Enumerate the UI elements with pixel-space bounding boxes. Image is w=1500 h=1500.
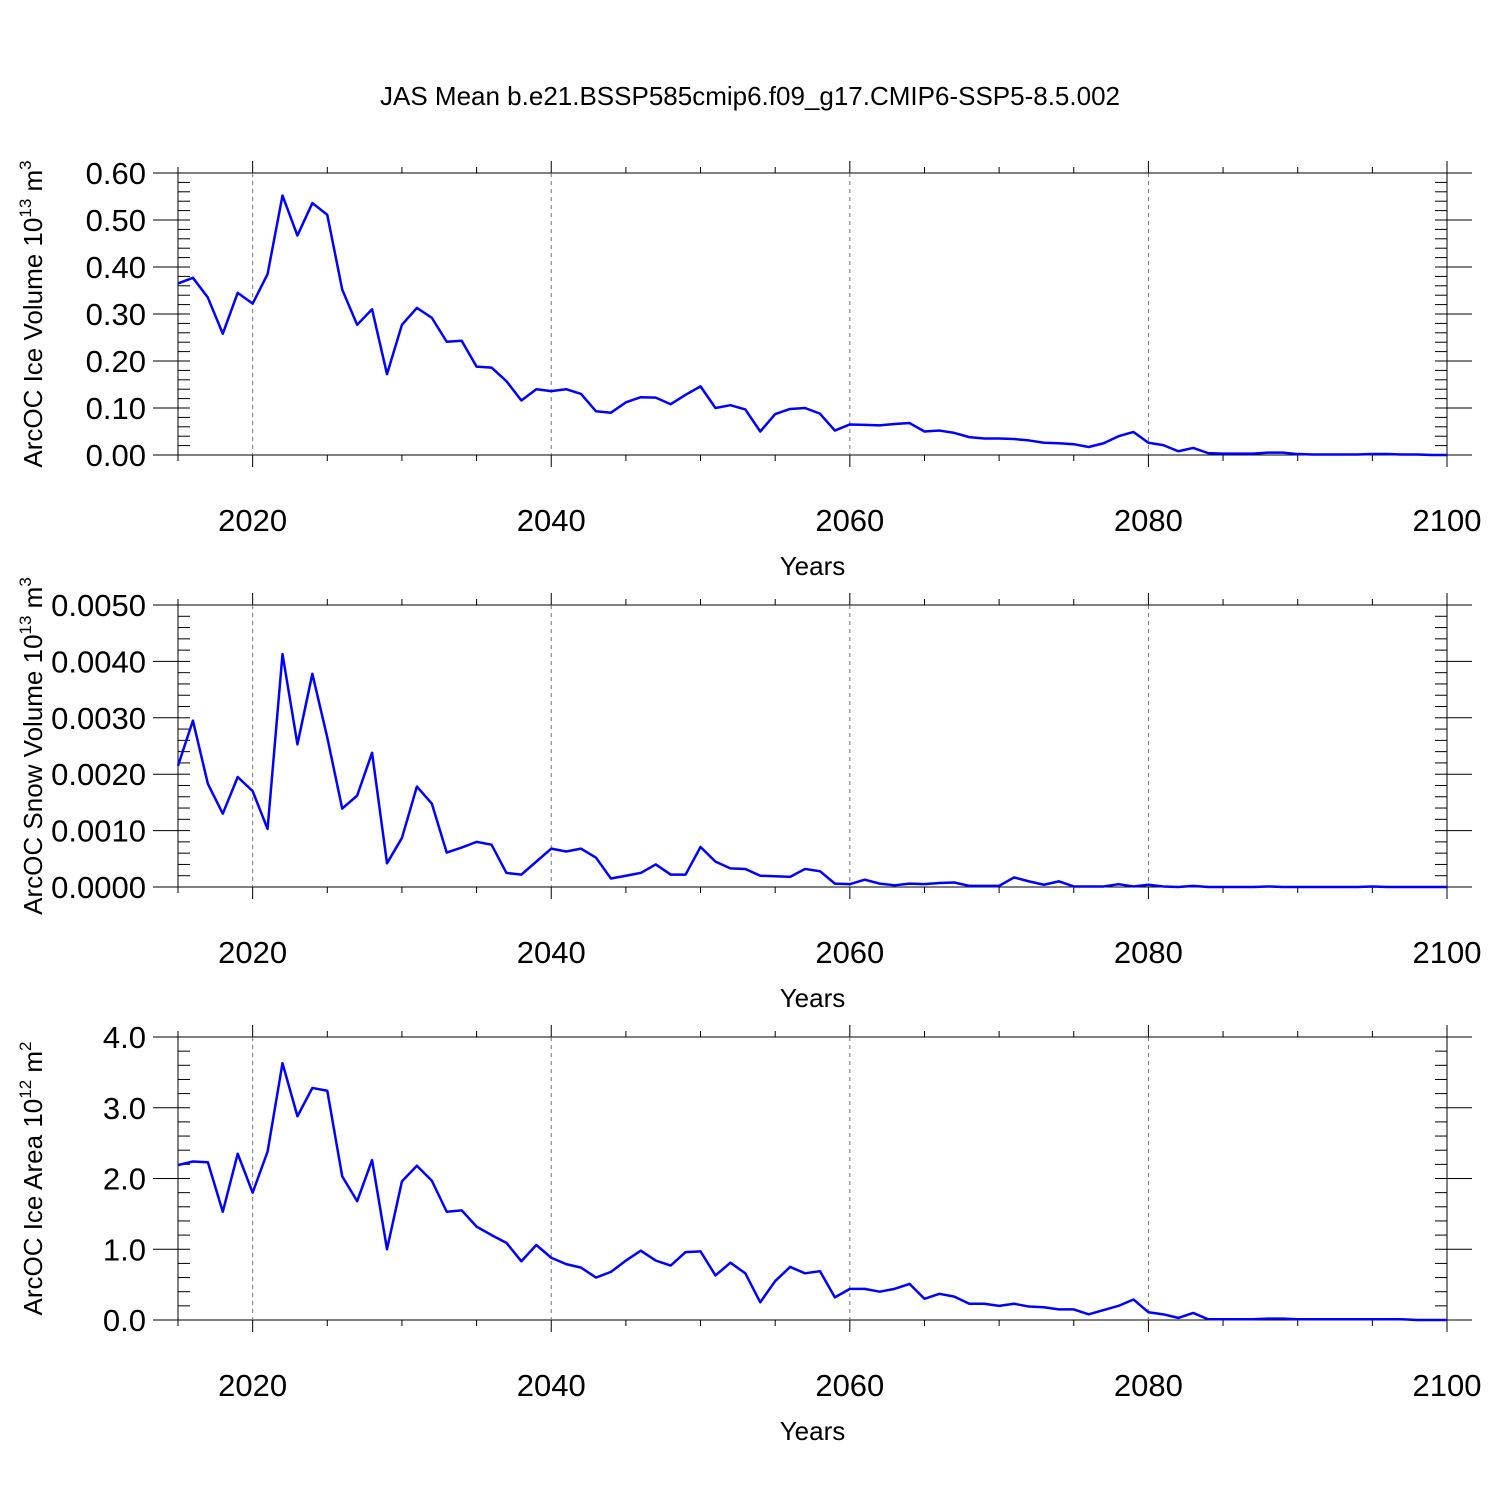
x-tick-label: 2060 — [815, 1368, 884, 1403]
x-axis-title: Years — [780, 551, 846, 581]
x-tick-label: 2100 — [1413, 1368, 1482, 1403]
y-axis-title-unit: m — [18, 170, 48, 199]
x-tick-label: 2080 — [1114, 935, 1183, 970]
x-tick-label: 2060 — [815, 503, 884, 538]
y-tick-label: 0.0040 — [51, 644, 146, 679]
x-tick-label: 2080 — [1114, 1368, 1183, 1403]
y-tick-label: 0.0010 — [51, 814, 146, 849]
panel-2: 2020 2040 2060 2080 2100 0.0000 0.0010 0.0020 0.… — [16, 577, 1481, 1013]
y-tick-label: 0.0050 — [51, 588, 146, 623]
x-tick-label: 2020 — [218, 935, 287, 970]
y-tick-label: 0.40 — [86, 250, 146, 285]
x-tick-label: 2060 — [815, 935, 884, 970]
y-tick-label: 0.0030 — [51, 701, 146, 736]
y-axis-title-exp: 12 — [16, 1080, 35, 1099]
x-tick-label: 2040 — [517, 1368, 586, 1403]
y-tick-label: 0.0020 — [51, 757, 146, 792]
x-tick-label: 2100 — [1413, 935, 1482, 970]
y-axis-title: ArcOC Ice Volume 1013 m3 — [16, 160, 48, 467]
y-axis-title: ArcOC Ice Area 1012 m2 — [16, 1041, 48, 1315]
y-tick-label: 0.50 — [86, 203, 146, 238]
x-tick-label: 2020 — [218, 503, 287, 538]
y-tick-label: 4.0 — [103, 1020, 146, 1055]
x-tick-label: 2100 — [1413, 503, 1482, 538]
y-tick-label: 0.00 — [86, 438, 146, 473]
y-axis-title-main: ArcOC Ice Volume 10 — [18, 218, 48, 468]
plot-frame — [177, 1036, 1448, 1321]
series-line — [176, 652, 1447, 889]
x-tick-label: 2040 — [517, 503, 586, 538]
y-axis-title-main: ArcOC Snow Volume 10 — [18, 634, 48, 914]
x-axis-title: Years — [780, 1416, 846, 1446]
figure-title: JAS Mean b.e21.BSSP585cmip6.f09_g17.CMIP… — [380, 81, 1120, 111]
y-tick-label: 2.0 — [103, 1162, 146, 1197]
y-axis-title-unit: m — [18, 587, 48, 616]
y-tick-label: 0.60 — [86, 156, 146, 191]
y-axis-title-unit-exp: 3 — [16, 160, 35, 169]
series-line — [177, 1061, 1447, 1322]
y-tick-label: 0.10 — [86, 391, 146, 426]
panel-1: 2020 2040 2060 2080 2100 0.00 0.10 0.20 0.30 0.40… — [16, 156, 1481, 581]
x-tick-label: 2080 — [1114, 503, 1183, 538]
y-axis-title-unit-exp: 3 — [16, 577, 35, 586]
x-axis-title: Years — [780, 983, 846, 1013]
x-tick-label: 2020 — [218, 1368, 287, 1403]
y-tick-label: 0.0000 — [51, 870, 146, 905]
panel-3: 2020 2040 2060 2080 2100 0.0 1.0 2.0 3.0 4.0 Years… — [16, 1020, 1481, 1446]
y-axis-title-unit-exp: 2 — [16, 1041, 35, 1050]
y-tick-label: 3.0 — [103, 1091, 146, 1126]
y-axis-title-main: ArcOC Ice Area 10 — [18, 1099, 48, 1316]
x-tick-label: 2040 — [517, 935, 586, 970]
y-tick-label: 0.0 — [103, 1303, 146, 1338]
y-axis-title: ArcOC Snow Volume 1013 m3 — [16, 577, 48, 915]
y-axis-title-exp: 13 — [16, 199, 35, 218]
panels: 2020 2040 2060 2080 2100 0.00 0.10 0.20 0.30 0.40… — [16, 156, 1481, 1446]
y-axis-title-unit: m — [18, 1051, 48, 1080]
y-tick-label: 0.20 — [86, 344, 146, 379]
series-line — [177, 194, 1447, 457]
y-tick-label: 0.30 — [86, 297, 146, 332]
y-tick-label: 1.0 — [103, 1232, 146, 1267]
plot-frame — [177, 604, 1448, 888]
y-axis-title-exp: 13 — [16, 616, 35, 635]
